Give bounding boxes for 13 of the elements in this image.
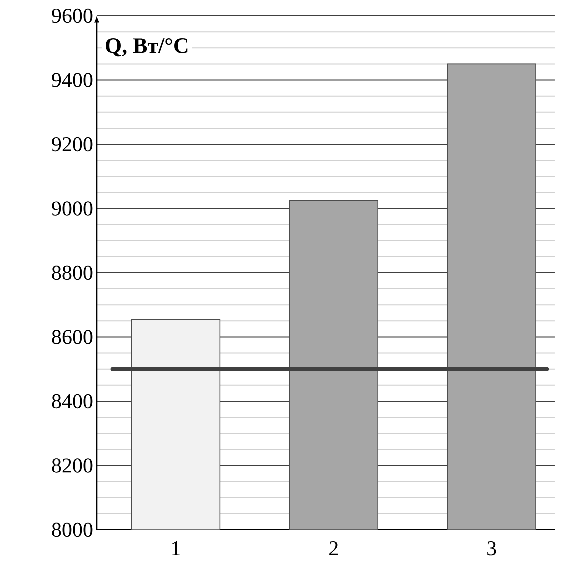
y-tick-label: 8200 <box>52 458 93 473</box>
y-tick-label: 8000 <box>52 522 93 538</box>
y-axis-title: Q, Вт/°C <box>106 38 188 57</box>
x-tick-label: 3 <box>488 542 496 556</box>
y-tick-label: 8800 <box>52 266 93 280</box>
x-tick-label: 2 <box>330 542 338 556</box>
y-tick-label: 9600 <box>52 8 93 24</box>
y-tick-label: 9200 <box>52 137 93 152</box>
y-tick-label: 8600 <box>52 330 93 344</box>
y-tick-label: 9400 <box>52 73 93 88</box>
x-tick-label: 1 <box>172 542 180 556</box>
y-tick-label: 9000 <box>52 202 93 216</box>
y-tick-label: 8400 <box>52 394 93 409</box>
